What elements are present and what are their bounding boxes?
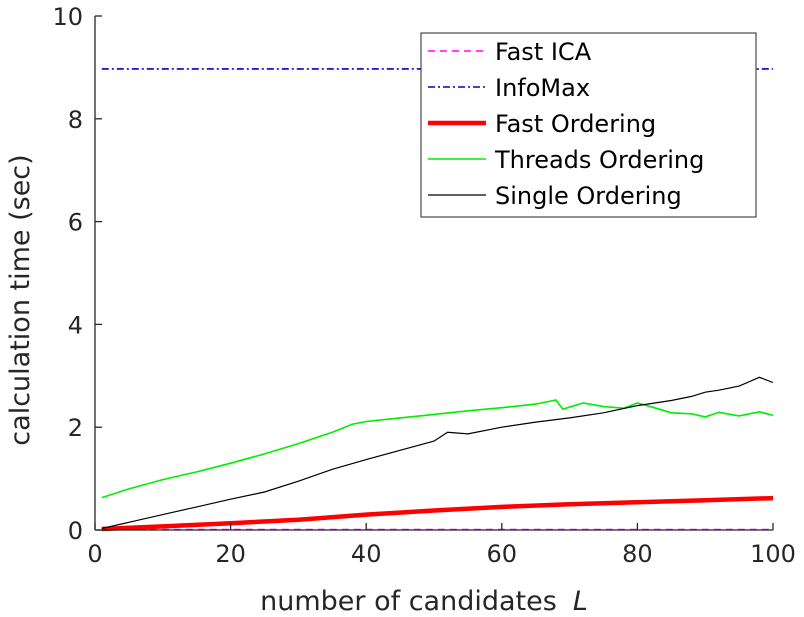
x-axis-label: number of candidates L — [260, 586, 588, 617]
y-tick-label: 2 — [68, 414, 83, 442]
x-tick-label: 80 — [622, 540, 653, 568]
x-axis-label-text: number of candidates — [260, 586, 557, 617]
x-tick-label: 20 — [215, 540, 246, 568]
x-tick-label: 40 — [351, 540, 382, 568]
legend: Fast ICA InfoMax Fast Ordering Threads Orde… — [420, 32, 757, 218]
ticks: 0 20 40 60 80 100 0 2 4 6 8 10 — [52, 3, 795, 568]
series-line-single-ordering — [101, 376, 774, 530]
y-tick-label: 4 — [68, 311, 83, 339]
legend-label-fast-ordering: Fast Ordering — [495, 110, 656, 138]
legend-label-single-ordering: Single Ordering — [495, 182, 682, 210]
legend-label-threads-ordering: Threads Ordering — [494, 146, 704, 174]
x-axis-variable: L — [573, 586, 588, 617]
x-tick-label: 0 — [87, 540, 102, 568]
x-tick-label: 100 — [750, 540, 796, 568]
y-tick-label: 0 — [68, 517, 83, 545]
series-line-threads-ordering — [101, 399, 774, 499]
legend-label-fast-ica: Fast ICA — [495, 38, 592, 66]
y-tick-label: 10 — [52, 3, 83, 31]
legend-label-infomax: InfoMax — [495, 74, 590, 102]
axes — [94, 16, 773, 531]
series-line-fast-ordering — [101, 495, 774, 532]
y-tick-label: 8 — [68, 106, 83, 134]
y-axis-label: calculation time (sec) — [5, 154, 36, 445]
x-tick-label: 60 — [487, 540, 518, 568]
y-tick-label: 6 — [68, 209, 83, 237]
